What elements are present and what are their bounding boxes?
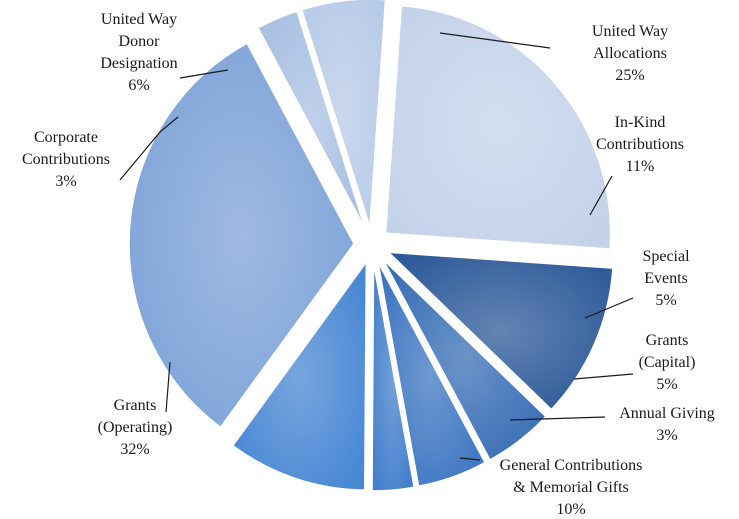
pie-slice-sheen (232, 262, 367, 491)
slice-name-label: Special (642, 248, 690, 265)
slice-name-label: Grants (646, 332, 689, 349)
pie-slice-sheen (382, 259, 546, 460)
leader-lines (119, 32, 634, 461)
pie-slice-sheen (385, 5, 611, 250)
leader-line (509, 416, 606, 421)
leader-line (589, 175, 613, 216)
slice-labels: United Way Allocations 25% In-Kind Contribut… (22, 11, 715, 518)
leader-line (459, 457, 481, 461)
slice-label: Annual Giving 3% (619, 405, 715, 444)
slice-label: Special Events 5% (642, 248, 690, 309)
slice-name-label: (Operating) (98, 419, 173, 436)
slice-percent-label: 11% (626, 158, 655, 175)
slice-name-label: Contributions (22, 151, 110, 168)
slice-label: In-Kind Contributions 11% (596, 114, 684, 175)
slice-percent-label: 5% (655, 292, 676, 309)
slice-name-label: & Memorial Gifts (513, 479, 629, 496)
slice-label: General Contributions & Memorial Gifts 10% (500, 457, 643, 518)
pie-slice-sheen (371, 262, 415, 491)
slice-name-label: Contributions (596, 136, 684, 153)
slice-percent-label: 25% (615, 67, 644, 84)
slice-name-label: Events (644, 270, 688, 287)
slice-name-label: Donor (119, 33, 161, 50)
slice-name-label: (Capital) (639, 354, 696, 371)
leader-line (179, 69, 229, 79)
slice-percent-label: 10% (556, 501, 585, 518)
slice-name-label: United Way (592, 23, 668, 40)
slice-name-label: Designation (100, 55, 177, 72)
slice-name-label: In-Kind (615, 114, 666, 131)
slice-name-label: United Way (101, 11, 177, 28)
slice-label: United Way Allocations 25% (592, 23, 668, 84)
slice-percent-label: 5% (656, 376, 677, 393)
slice-label: United Way Donor Designation 6% (100, 11, 177, 94)
leader-line (584, 297, 634, 319)
slice-percent-label: 6% (128, 77, 149, 94)
slice-name-label: Allocations (593, 45, 667, 62)
pie-slice-sheen (257, 11, 365, 229)
slice-percent-label: 32% (120, 441, 149, 458)
slice-name-label: Annual Giving (619, 405, 715, 422)
slice-name-label: General Contributions (500, 457, 643, 474)
leader-line (119, 116, 179, 181)
leader-line (573, 373, 634, 380)
pie-slice-sheen (129, 43, 355, 428)
pie-slice-sheen (377, 261, 485, 487)
slice-name-label: Grants (114, 397, 157, 414)
slice-percent-label: 3% (656, 427, 677, 444)
slice-label: Corporate Contributions 3% (22, 129, 110, 190)
slice-percent-label: 3% (55, 173, 76, 190)
pie-slice-sheen (301, 0, 386, 228)
slice-name-label: Corporate (34, 129, 98, 146)
leader-line (439, 32, 551, 49)
leader-line (165, 361, 171, 413)
slice-label: Grants (Capital) 5% (639, 332, 696, 393)
slice-label: Grants (Operating) 32% (98, 397, 173, 458)
pie-slices (128, 0, 614, 492)
pie-slice-sheen (388, 252, 613, 410)
